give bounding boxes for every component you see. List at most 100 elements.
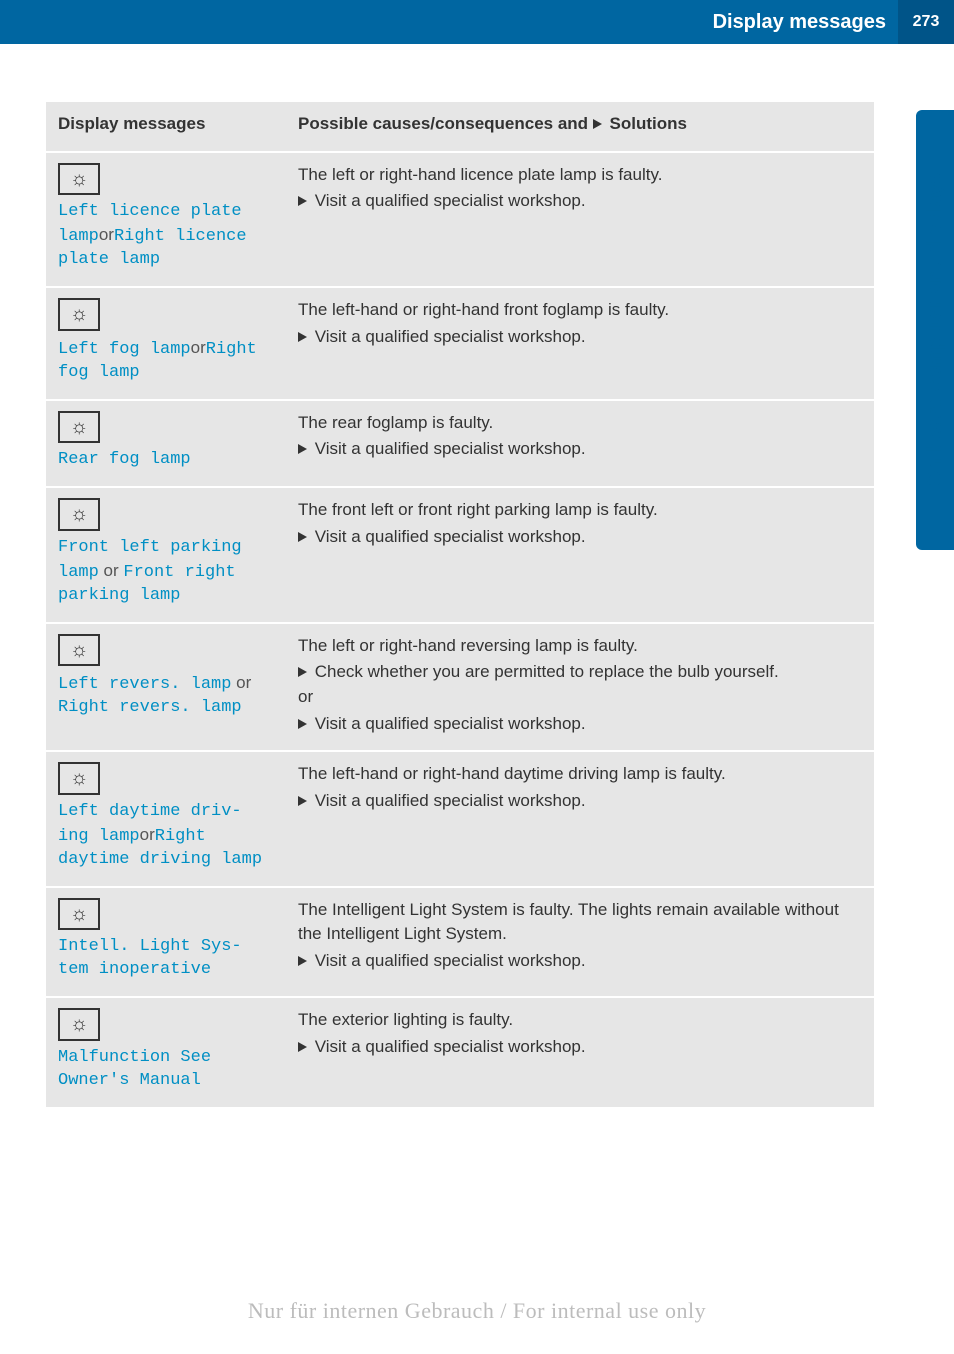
header-bar: Display messages 273	[0, 0, 954, 44]
or-text: or	[191, 338, 206, 357]
table-row: ☼Intell. Light Sys‐ tem inoperativeThe I…	[46, 887, 874, 998]
display-text: Left revers. lamp or Right revers. lamp	[58, 672, 274, 720]
solution-cell: The rear foglamp is faulty. Visit a qual…	[286, 400, 874, 488]
table-row: ☼ Malfunction See Owner's Manual The exter…	[46, 997, 874, 1107]
display-text-a: Left fog lamp	[58, 340, 191, 359]
solution-line: Visit a qualified specialist workshop.	[298, 1035, 862, 1060]
triangle-icon	[298, 796, 307, 806]
bulb-icon-box: ☼	[58, 163, 100, 196]
table-row: ☼ Front left parking lamp or Front right …	[46, 487, 874, 622]
cause-text: The exterior lighting is faulty.	[298, 1008, 862, 1033]
solution-line: Visit a qualified specialist workshop.	[298, 789, 862, 814]
display-message-cell: ☼ Left fog lamporRight fog lamp	[46, 287, 286, 400]
cause-text: The left-hand or right-hand front foglam…	[298, 298, 862, 323]
display-message-cell: ☼Intell. Light Sys‐ tem inoperative	[46, 887, 286, 998]
solution-text: Check whether you are permitted to repla…	[310, 662, 779, 681]
solution-cell: The front left or front right parking la…	[286, 487, 874, 622]
page-number: 273	[913, 13, 940, 31]
bulb-icon-box: ☼	[58, 411, 100, 444]
footer-watermark: Nur für internen Gebrauch / For internal…	[0, 1298, 954, 1324]
display-text-a: Rear fog lamp	[58, 450, 191, 469]
side-tab: On-board computer and displays	[920, 118, 950, 542]
table-header-row: Display messages Possible causes/consequ…	[46, 101, 874, 152]
table-row: ☼ Left licence plate lamporRight licence …	[46, 152, 874, 287]
col2-suffix: Solutions	[605, 114, 687, 133]
bulb-icon: ☼	[70, 903, 88, 925]
table-row: ☼ Left revers. lamp or Right revers. lamp…	[46, 623, 874, 752]
solution-line: Visit a qualified specialist workshop.	[298, 437, 862, 462]
bulb-icon: ☼	[70, 767, 88, 789]
content-area: Display messages Possible causes/consequ…	[46, 100, 874, 1107]
col2-prefix: Possible causes/consequences and	[298, 114, 593, 133]
solution-line: Visit a qualified specialist workshop.	[298, 325, 862, 350]
solution-cell: The left-hand or right-hand front foglam…	[286, 287, 874, 400]
or-text: or	[99, 225, 114, 244]
bulb-icon-box: ☼	[58, 634, 100, 667]
cause-text: The left or right-hand reversing lamp is…	[298, 634, 862, 659]
table-header-col1: Display messages	[46, 101, 286, 152]
solution-line: Visit a qualified specialist workshop.	[298, 525, 862, 550]
display-text: Left fog lamporRight fog lamp	[58, 337, 274, 385]
solution-text: Visit a qualified specialist workshop.	[310, 191, 586, 210]
header-title: Display messages	[713, 11, 898, 34]
bulb-icon: ☼	[70, 503, 88, 525]
display-message-cell: ☼ Left revers. lamp or Right revers. lamp	[46, 623, 286, 752]
triangle-icon	[298, 667, 307, 677]
solution-cell: The left-hand or right-hand daytime driv…	[286, 751, 874, 886]
cause-text: The rear foglamp is faulty.	[298, 411, 862, 436]
solution-line: Visit a qualified specialist workshop.	[298, 949, 862, 974]
bulb-icon-box: ☼	[58, 898, 100, 931]
triangle-icon	[593, 119, 602, 129]
bulb-icon-box: ☼	[58, 298, 100, 331]
bulb-icon: ☼	[70, 416, 88, 438]
triangle-icon	[298, 444, 307, 454]
solution-text: Visit a qualified specialist workshop.	[310, 951, 586, 970]
display-message-cell: ☼ Front left parking lamp or Front right …	[46, 487, 286, 622]
bulb-icon: ☼	[70, 1013, 88, 1035]
display-message-cell: ☼ Left daytime driv‐ ing lamporRight dayt…	[46, 751, 286, 886]
solution-cell: The left or right-hand licence plate lam…	[286, 152, 874, 287]
display-text: Front left parking lamp or Front right p…	[58, 537, 274, 608]
bulb-icon-box: ☼	[58, 1008, 100, 1041]
display-message-cell: ☼ Malfunction See Owner's Manual	[46, 997, 286, 1107]
table-header-col2: Possible causes/consequences and Solutio…	[286, 101, 874, 152]
bulb-icon-box: ☼	[58, 498, 100, 531]
display-message-cell: ☼ Left licence plate lamporRight licence …	[46, 152, 286, 287]
solution-text: Visit a qualified specialist workshop.	[310, 527, 586, 546]
or-text: or	[99, 561, 124, 580]
display-text: Left licence plate lamporRight licence p…	[58, 201, 274, 272]
display-text: Malfunction See Owner's Manual	[58, 1047, 274, 1093]
triangle-icon	[298, 1042, 307, 1052]
triangle-icon	[298, 196, 307, 206]
triangle-icon	[298, 532, 307, 542]
display-message-cell: ☼ Rear fog lamp	[46, 400, 286, 488]
solution-line: Check whether you are permitted to repla…	[298, 660, 862, 685]
table-row: ☼ Left daytime driv‐ ing lamporRight dayt…	[46, 751, 874, 886]
cause-text: The front left or front right parking la…	[298, 498, 862, 523]
messages-table: Display messages Possible causes/consequ…	[46, 100, 874, 1107]
cause-text: The Intelligent Light System is faulty. …	[298, 898, 862, 947]
triangle-icon	[298, 956, 307, 966]
solution-cell: The left or right-hand reversing lamp is…	[286, 623, 874, 752]
bulb-icon: ☼	[70, 168, 88, 190]
or-text: or	[140, 825, 155, 844]
display-text: Rear fog lamp	[58, 449, 274, 472]
bulb-icon: ☼	[70, 639, 88, 661]
solution-text: Visit a qualified specialist workshop.	[310, 714, 586, 733]
page-number-box: 273	[898, 0, 954, 44]
cause-text: The left-hand or right-hand daytime driv…	[298, 762, 862, 787]
cause-text: The left or right-hand licence plate lam…	[298, 163, 862, 188]
solution-text: Visit a qualified specialist workshop.	[310, 439, 586, 458]
solution-line: Visit a qualified specialist workshop.	[298, 712, 862, 737]
bulb-icon-box: ☼	[58, 762, 100, 795]
display-text-a: Malfunction See Owner's Manual	[58, 1048, 211, 1090]
display-text: Left daytime driv‐ ing lamporRight dayti…	[58, 801, 274, 872]
table-row: ☼ Rear fog lamp The rear foglamp is faulty…	[46, 400, 874, 488]
solution-text: Visit a qualified specialist workshop.	[310, 327, 586, 346]
side-tab-label: On-board computer and displays	[924, 173, 947, 486]
mid-or-text: or	[298, 685, 862, 710]
table-row: ☼ Left fog lamporRight fog lamp The left-h…	[46, 287, 874, 400]
solution-cell: The Intelligent Light System is faulty. …	[286, 887, 874, 998]
display-text-b: Right revers. lamp	[58, 698, 242, 717]
solution-line: Visit a qualified specialist workshop.	[298, 189, 862, 214]
